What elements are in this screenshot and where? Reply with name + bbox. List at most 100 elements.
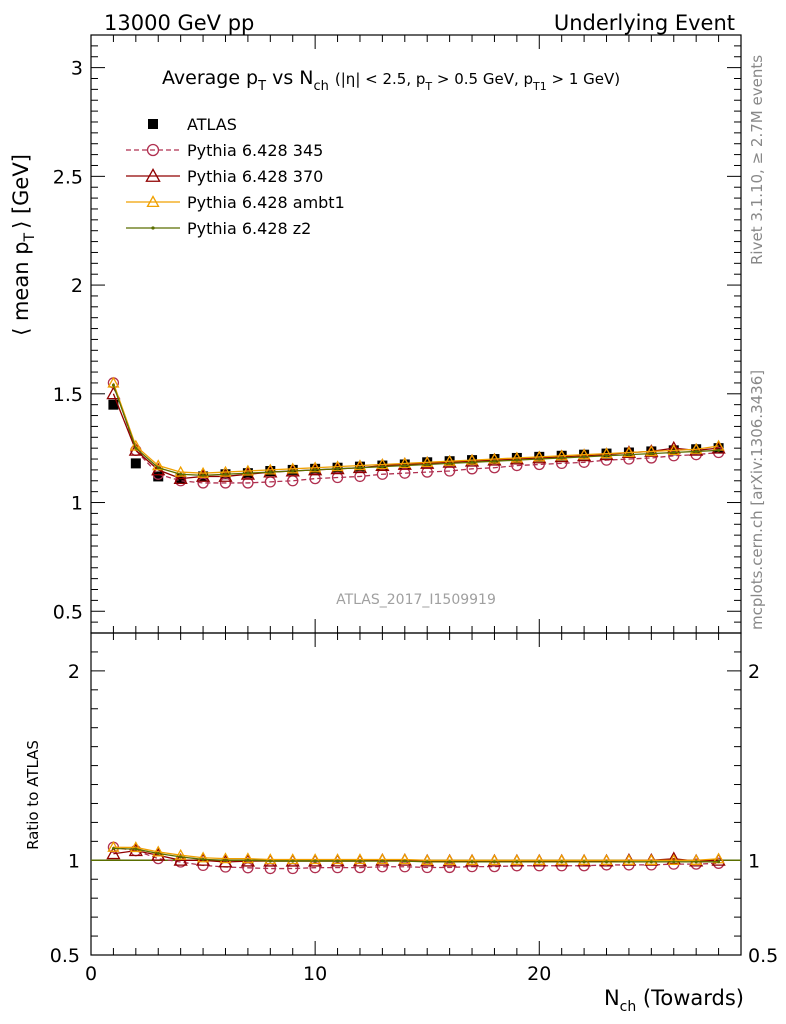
legend-marker-p370 [145,168,161,182]
point-z2 [515,458,519,462]
chart-title: Average pT vs Nch (|η| < 2.5, pT > 0.5 Ge… [162,67,620,94]
ratio-y-axis-label: Ratio to ATLAS [24,740,42,850]
point-p345 [331,471,344,484]
ratio-point-p370 [666,851,681,865]
ratio-point-ambt1 [241,852,255,864]
y-tick-label: 0.5 [53,601,83,623]
point-z2 [179,472,183,476]
point-z2 [380,465,384,469]
ratio-point-z2 [649,860,653,864]
ratio-tick-label-left: 2 [68,661,80,683]
ratio-point-z2 [201,857,205,861]
point-z2 [291,469,295,473]
point-ambt1 [129,439,142,451]
point-ambt1 [622,446,636,458]
point-ambt1 [241,464,255,476]
point-z2 [560,456,564,460]
ratio-point-ambt1 [152,845,165,857]
point-z2 [717,448,721,452]
point-z2 [156,466,160,470]
ratio-point-p370 [106,846,121,860]
point-z2 [537,457,541,461]
ratio-point-ambt1 [264,853,277,865]
x-axis-label: Nch (Towards) [604,986,744,1015]
series-line-p345 [112,382,719,484]
point-ambt1 [600,447,613,459]
ratio-point-z2 [403,859,407,863]
point-p345 [354,470,366,483]
point-p345 [399,467,411,479]
point-ambt1 [286,462,299,474]
ratio-point-z2 [470,860,474,864]
point-p345 [443,465,456,477]
ratio-point-ambt1 [443,853,456,865]
point-ambt1 [645,445,658,457]
ratio-point-z2 [672,860,676,864]
point-z2 [448,461,452,465]
ratio-point-z2 [291,859,295,863]
point-z2 [201,473,205,477]
ratio-point-z2 [156,852,160,856]
ratio-point-ambt1 [286,853,299,865]
ratio-point-z2 [560,860,564,864]
point-ambt1 [690,442,703,454]
legend-label-data: ATLAS [187,115,237,134]
ratio-point-z2 [358,859,362,863]
ratio-point-z2 [134,847,138,851]
point-z2 [672,451,676,455]
ratio-point-ambt1 [129,841,142,853]
ratio-point-z2 [313,859,317,863]
ratio-line-p345 [113,846,719,870]
point-ambt1 [667,443,680,455]
point-ambt1 [196,466,210,478]
point-z2 [223,472,227,476]
point-p370 [173,471,188,485]
point-z2 [134,446,138,450]
point-z2 [582,455,586,459]
ratio-point-ambt1 [533,853,546,865]
ratio-point-z2 [246,858,250,862]
point-p345 [376,468,389,480]
point-ambt1 [219,465,232,477]
y-axis-label: ⟨ mean pT⟩ [GeV] [9,154,38,336]
main-series [106,376,726,489]
ratio-point-z2 [425,860,429,864]
ratio-point-ambt1 [600,853,613,865]
point-z2 [605,454,609,458]
x-tick-label: 10 [303,963,327,985]
point-ambt1 [421,455,434,467]
point-ambt1 [443,454,456,466]
legend-label-z2: Pythia 6.428 z2 [187,219,311,238]
point-z2 [313,468,317,472]
rivet-version-label: Rivet 3.1.10, ≥ 2.7M events [748,55,766,265]
header-left: 13000 GeV pp [104,11,254,35]
point-ambt1 [577,448,591,460]
ratio-point-ambt1 [331,853,344,865]
point-ambt1 [533,450,546,462]
x-tick-label: 0 [85,963,97,985]
ratio-point-z2 [380,859,384,863]
legend-label-ambt1: Pythia 6.428 ambt1 [187,193,345,212]
ratio-point-p345 [354,861,366,874]
point-z2 [492,459,496,463]
ratio-point-p345 [331,861,344,874]
ratio-tick-label-right: 1 [748,850,760,872]
ratio-point-ambt1 [376,853,389,865]
legend-marker-ambt1 [146,195,160,208]
ratio-point-ambt1 [174,848,187,860]
legend-marker-z2 [151,226,155,230]
ratio-tick-label-right: 2 [748,661,760,683]
x-tick-label: 20 [527,963,551,985]
point-z2 [336,467,340,471]
ratio-point-p370 [218,854,233,868]
point-z2 [358,466,362,470]
ratio-point-z2 [179,855,183,859]
ratio-point-ambt1 [196,851,210,863]
series-line-z2 [112,384,719,476]
analysis-watermark: ATLAS_2017_I1509919 [336,592,496,608]
point-p345 [309,472,321,485]
point-z2 [649,452,653,456]
point-z2 [111,383,115,387]
ratio-point-ambt1 [488,853,501,865]
point-z2 [694,449,698,453]
